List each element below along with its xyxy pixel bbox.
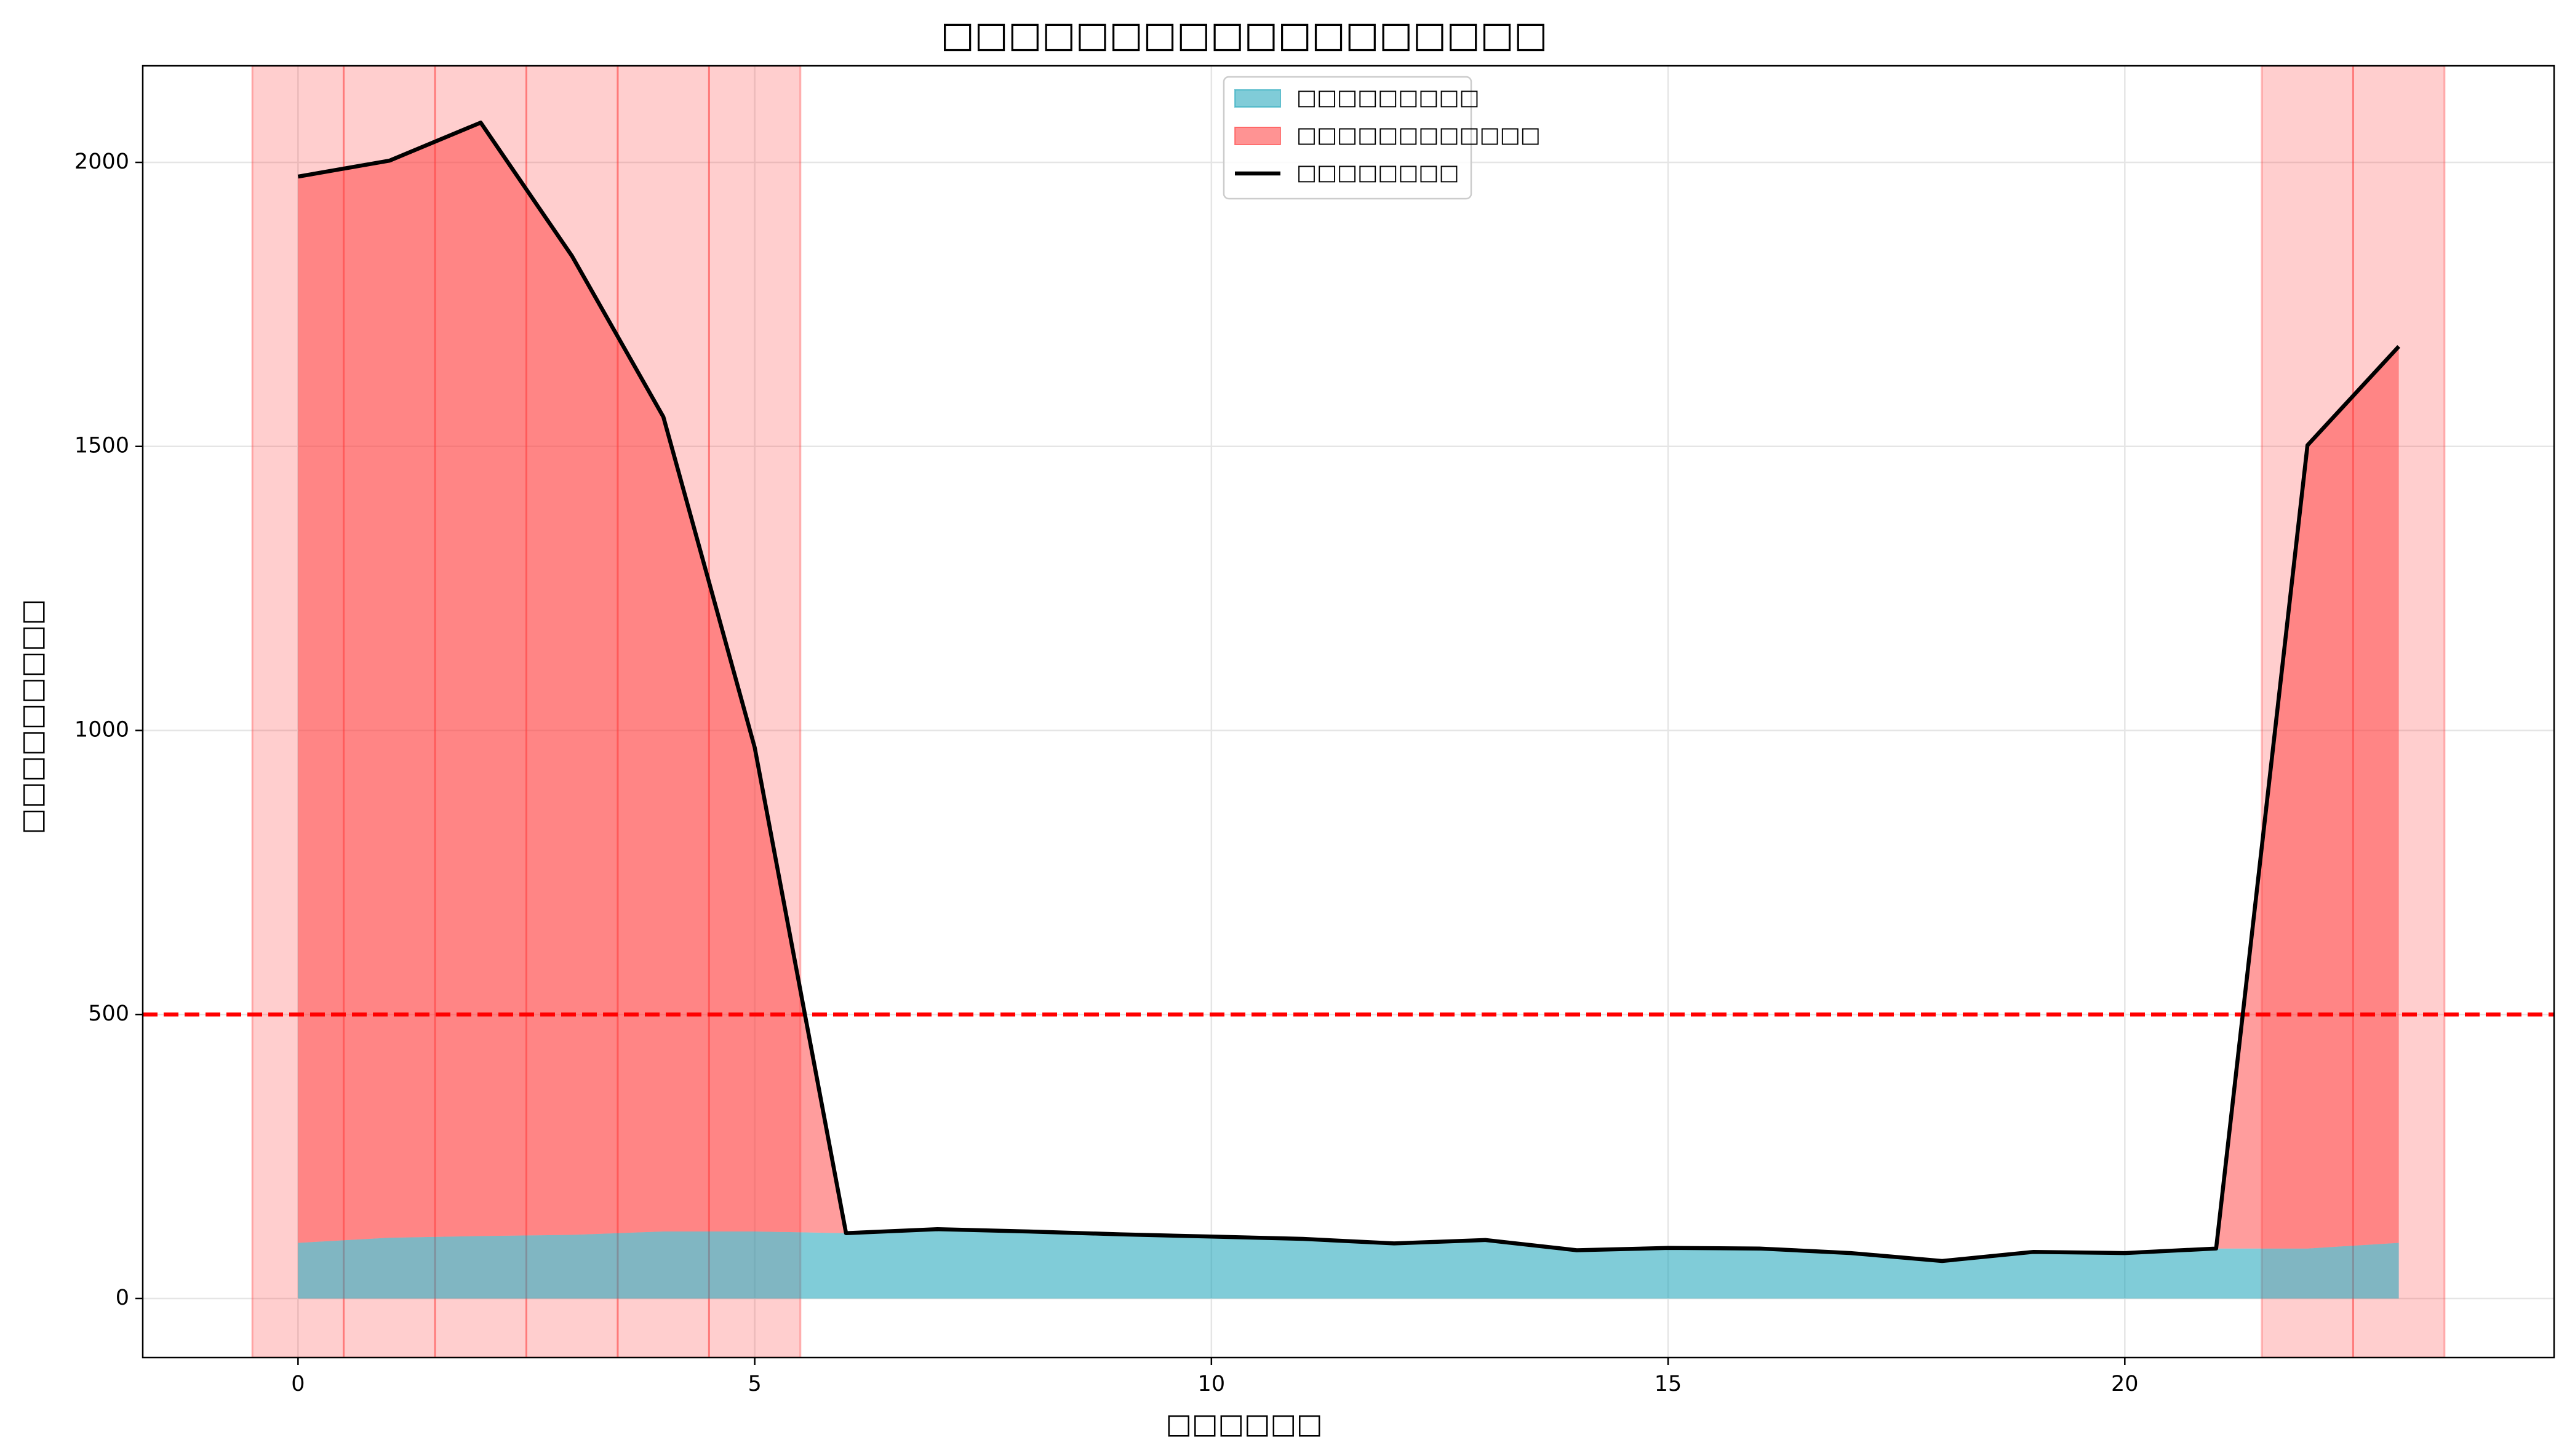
y-tick-label: 2000 [74,149,129,174]
y-axis-label: □□□□□□□□□ [15,599,48,835]
legend-label: □□□□□□□□□ [1296,86,1480,110]
y-tick-label: 1500 [74,434,129,458]
x-tick-label: 15 [1655,1372,1682,1396]
x-tick-label: 20 [2111,1372,2139,1396]
anomaly-area [298,122,2399,1262]
y-tick-label: 500 [88,1001,129,1026]
x-tick-label: 10 [1198,1372,1226,1396]
y-tick-label: 1000 [74,717,129,742]
y-tick-label: 0 [116,1286,129,1310]
x-axis-label: □□□□□□ [1165,1407,1322,1440]
plot-frame [142,65,2555,1359]
legend-swatch [1234,89,1281,108]
chart-title: □□□□□□□□□□□□□□□□□□ [941,14,1547,55]
legend-swatch [1234,127,1281,145]
x-tick-label: 5 [748,1372,761,1396]
total-line [297,121,2401,1263]
legend-box [1223,76,1472,200]
x-tick-label: 0 [291,1372,305,1396]
plot-area [143,66,2554,1358]
legend-label: □□□□□□□□□□□□ [1296,123,1541,148]
legend-label: □□□□□□□□ [1296,161,1459,185]
baseline-area [298,1229,2399,1299]
